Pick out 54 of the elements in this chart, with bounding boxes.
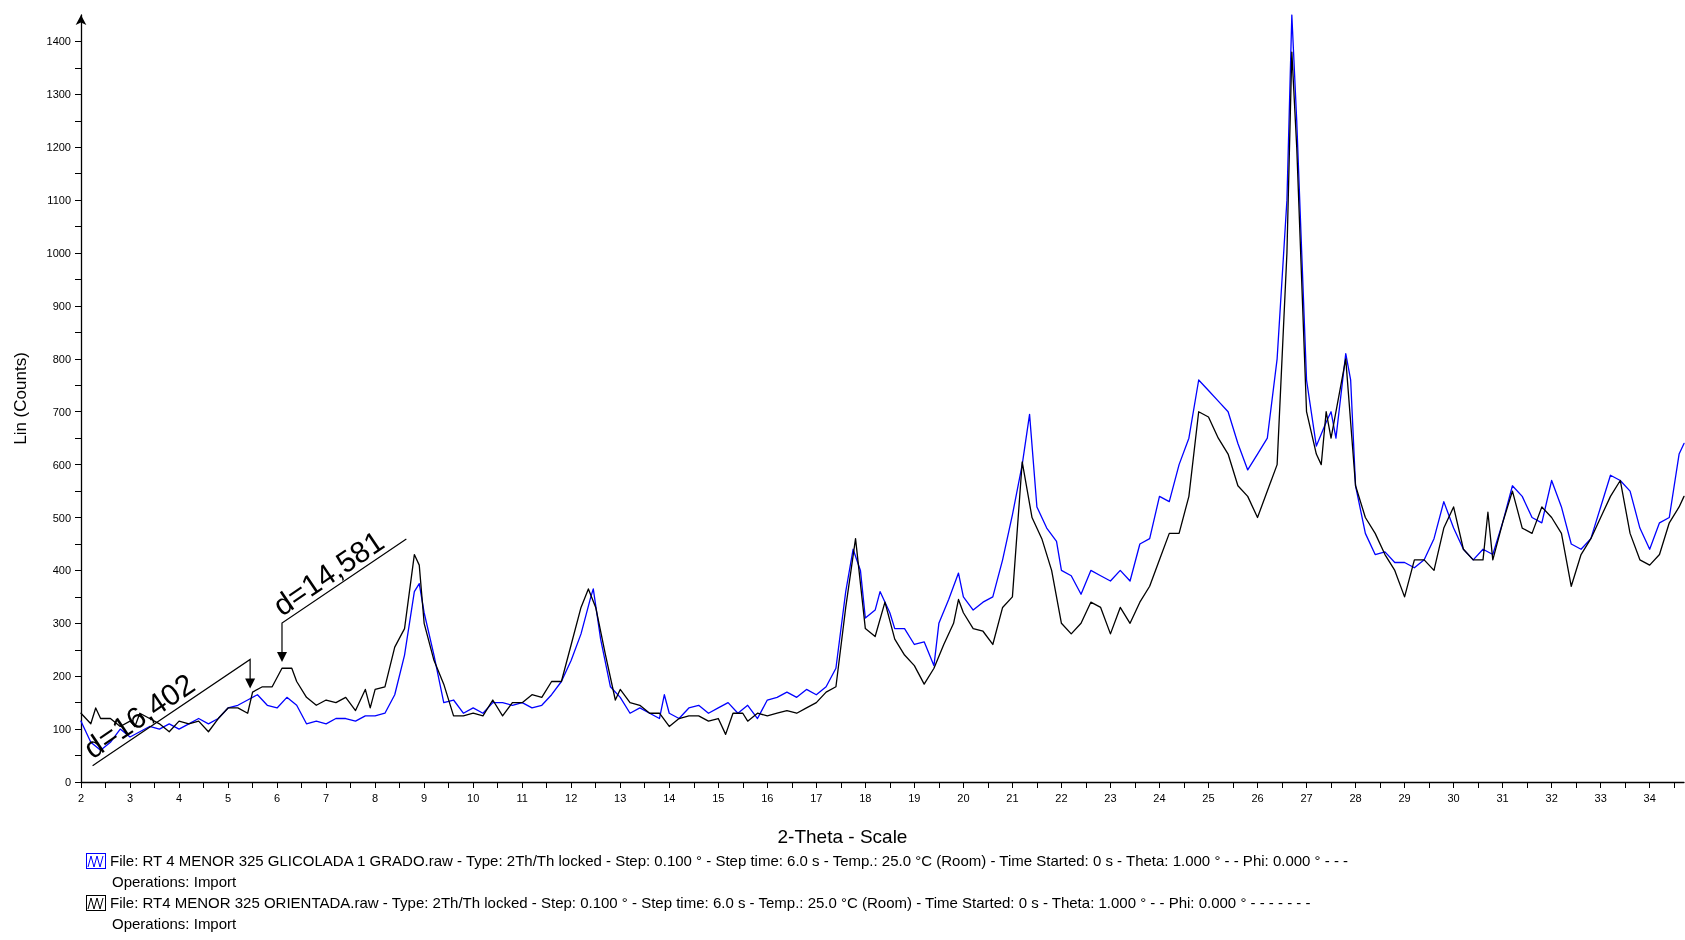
x-tick-label: 19 bbox=[908, 791, 921, 804]
legend-label: File: RT4 MENOR 325 ORIENTADA.raw - Type: 2Th/Th locked - Step: 0.100 ° - Step time: 6.0 s - Temp.: 25.0 °C (Room) - Time Started: 0 s - Theta: 1.000 ° - - Phi: 0.000 ° - - - - - - - bbox=[110, 893, 1311, 913]
x-tick-label: 22 bbox=[1055, 791, 1068, 804]
x-tick-label: 4 bbox=[175, 791, 183, 804]
x-tick-label: 29 bbox=[1398, 791, 1411, 804]
x-tick-label: 21 bbox=[1006, 791, 1019, 804]
x-tick-label: 9 bbox=[421, 791, 428, 804]
x-tick-label: 15 bbox=[712, 791, 725, 804]
y-tick-label: 100 bbox=[52, 723, 71, 736]
y-axis-title: Lin (Counts) bbox=[11, 352, 30, 445]
text: Operations: Import bbox=[111, 872, 238, 892]
x-tick-label: 2 bbox=[77, 791, 85, 804]
x-tick-label: 3 bbox=[126, 791, 134, 804]
x-tick-label: 34 bbox=[1643, 791, 1656, 804]
x-tick-label: 24 bbox=[1153, 791, 1166, 804]
x-tick-label: 7 bbox=[323, 791, 330, 804]
x-axis-title: 2-Theta - Scale bbox=[776, 826, 909, 848]
legend-label: File: RT 4 MENOR 325 GLICOLADA 1 GRADO.raw - Type: 2Th/Th locked - Step: 0.100 ° - Step time: 6.0 s - Temp.: 25.0 °C (Room) - Time Started: 0 s - Theta: 1.000 ° - - Phi: 0.000 ° - - - bbox=[110, 851, 1349, 871]
x-tick-label: 30 bbox=[1447, 791, 1460, 804]
y-tick-label: 700 bbox=[52, 405, 71, 418]
x-tick-label: 13 bbox=[614, 791, 627, 804]
x-tick-label: 5 bbox=[225, 791, 232, 804]
y-tick-label: 400 bbox=[52, 564, 71, 577]
y-tick-label: 800 bbox=[52, 352, 71, 365]
y-tick-label: 1400 bbox=[46, 35, 71, 48]
x-tick-label: 25 bbox=[1202, 791, 1215, 804]
y-tick-label: 1100 bbox=[47, 194, 71, 207]
y-tick-label: 600 bbox=[52, 458, 71, 471]
x-tick-label: 23 bbox=[1104, 791, 1117, 804]
y-tick-label: 1300 bbox=[46, 88, 71, 101]
x-tick-label: 6 bbox=[274, 791, 281, 804]
y-tick-label: 200 bbox=[52, 670, 71, 683]
x-tick-label: 11 bbox=[516, 791, 528, 804]
x-tick-label: 10 bbox=[467, 791, 480, 804]
x-tick-label: 27 bbox=[1300, 791, 1313, 804]
y-tick-label: 500 bbox=[52, 511, 71, 524]
x-tick-label: 31 bbox=[1496, 791, 1509, 804]
x-tick-label: 18 bbox=[859, 791, 872, 804]
x-tick-label: 16 bbox=[761, 791, 774, 804]
x-tick-label: 12 bbox=[565, 791, 578, 804]
y-tick-label: 900 bbox=[52, 299, 71, 312]
x-tick-label: 33 bbox=[1594, 791, 1607, 804]
x-tick-label: 20 bbox=[957, 791, 970, 804]
y-tick-label: 300 bbox=[52, 617, 71, 630]
x-tick-label: 26 bbox=[1251, 791, 1264, 804]
x-tick-label: 8 bbox=[372, 791, 379, 804]
text: Operations: Import bbox=[111, 914, 238, 934]
x-tick-label: 28 bbox=[1349, 791, 1362, 804]
y-tick-label: 0 bbox=[64, 776, 71, 788]
y-tick-label: 1200 bbox=[46, 141, 71, 154]
x-tick-label: 17 bbox=[810, 791, 823, 804]
y-tick-label: 1000 bbox=[46, 247, 71, 260]
x-tick-label: 14 bbox=[663, 791, 676, 804]
x-tick-label: 32 bbox=[1545, 791, 1558, 804]
